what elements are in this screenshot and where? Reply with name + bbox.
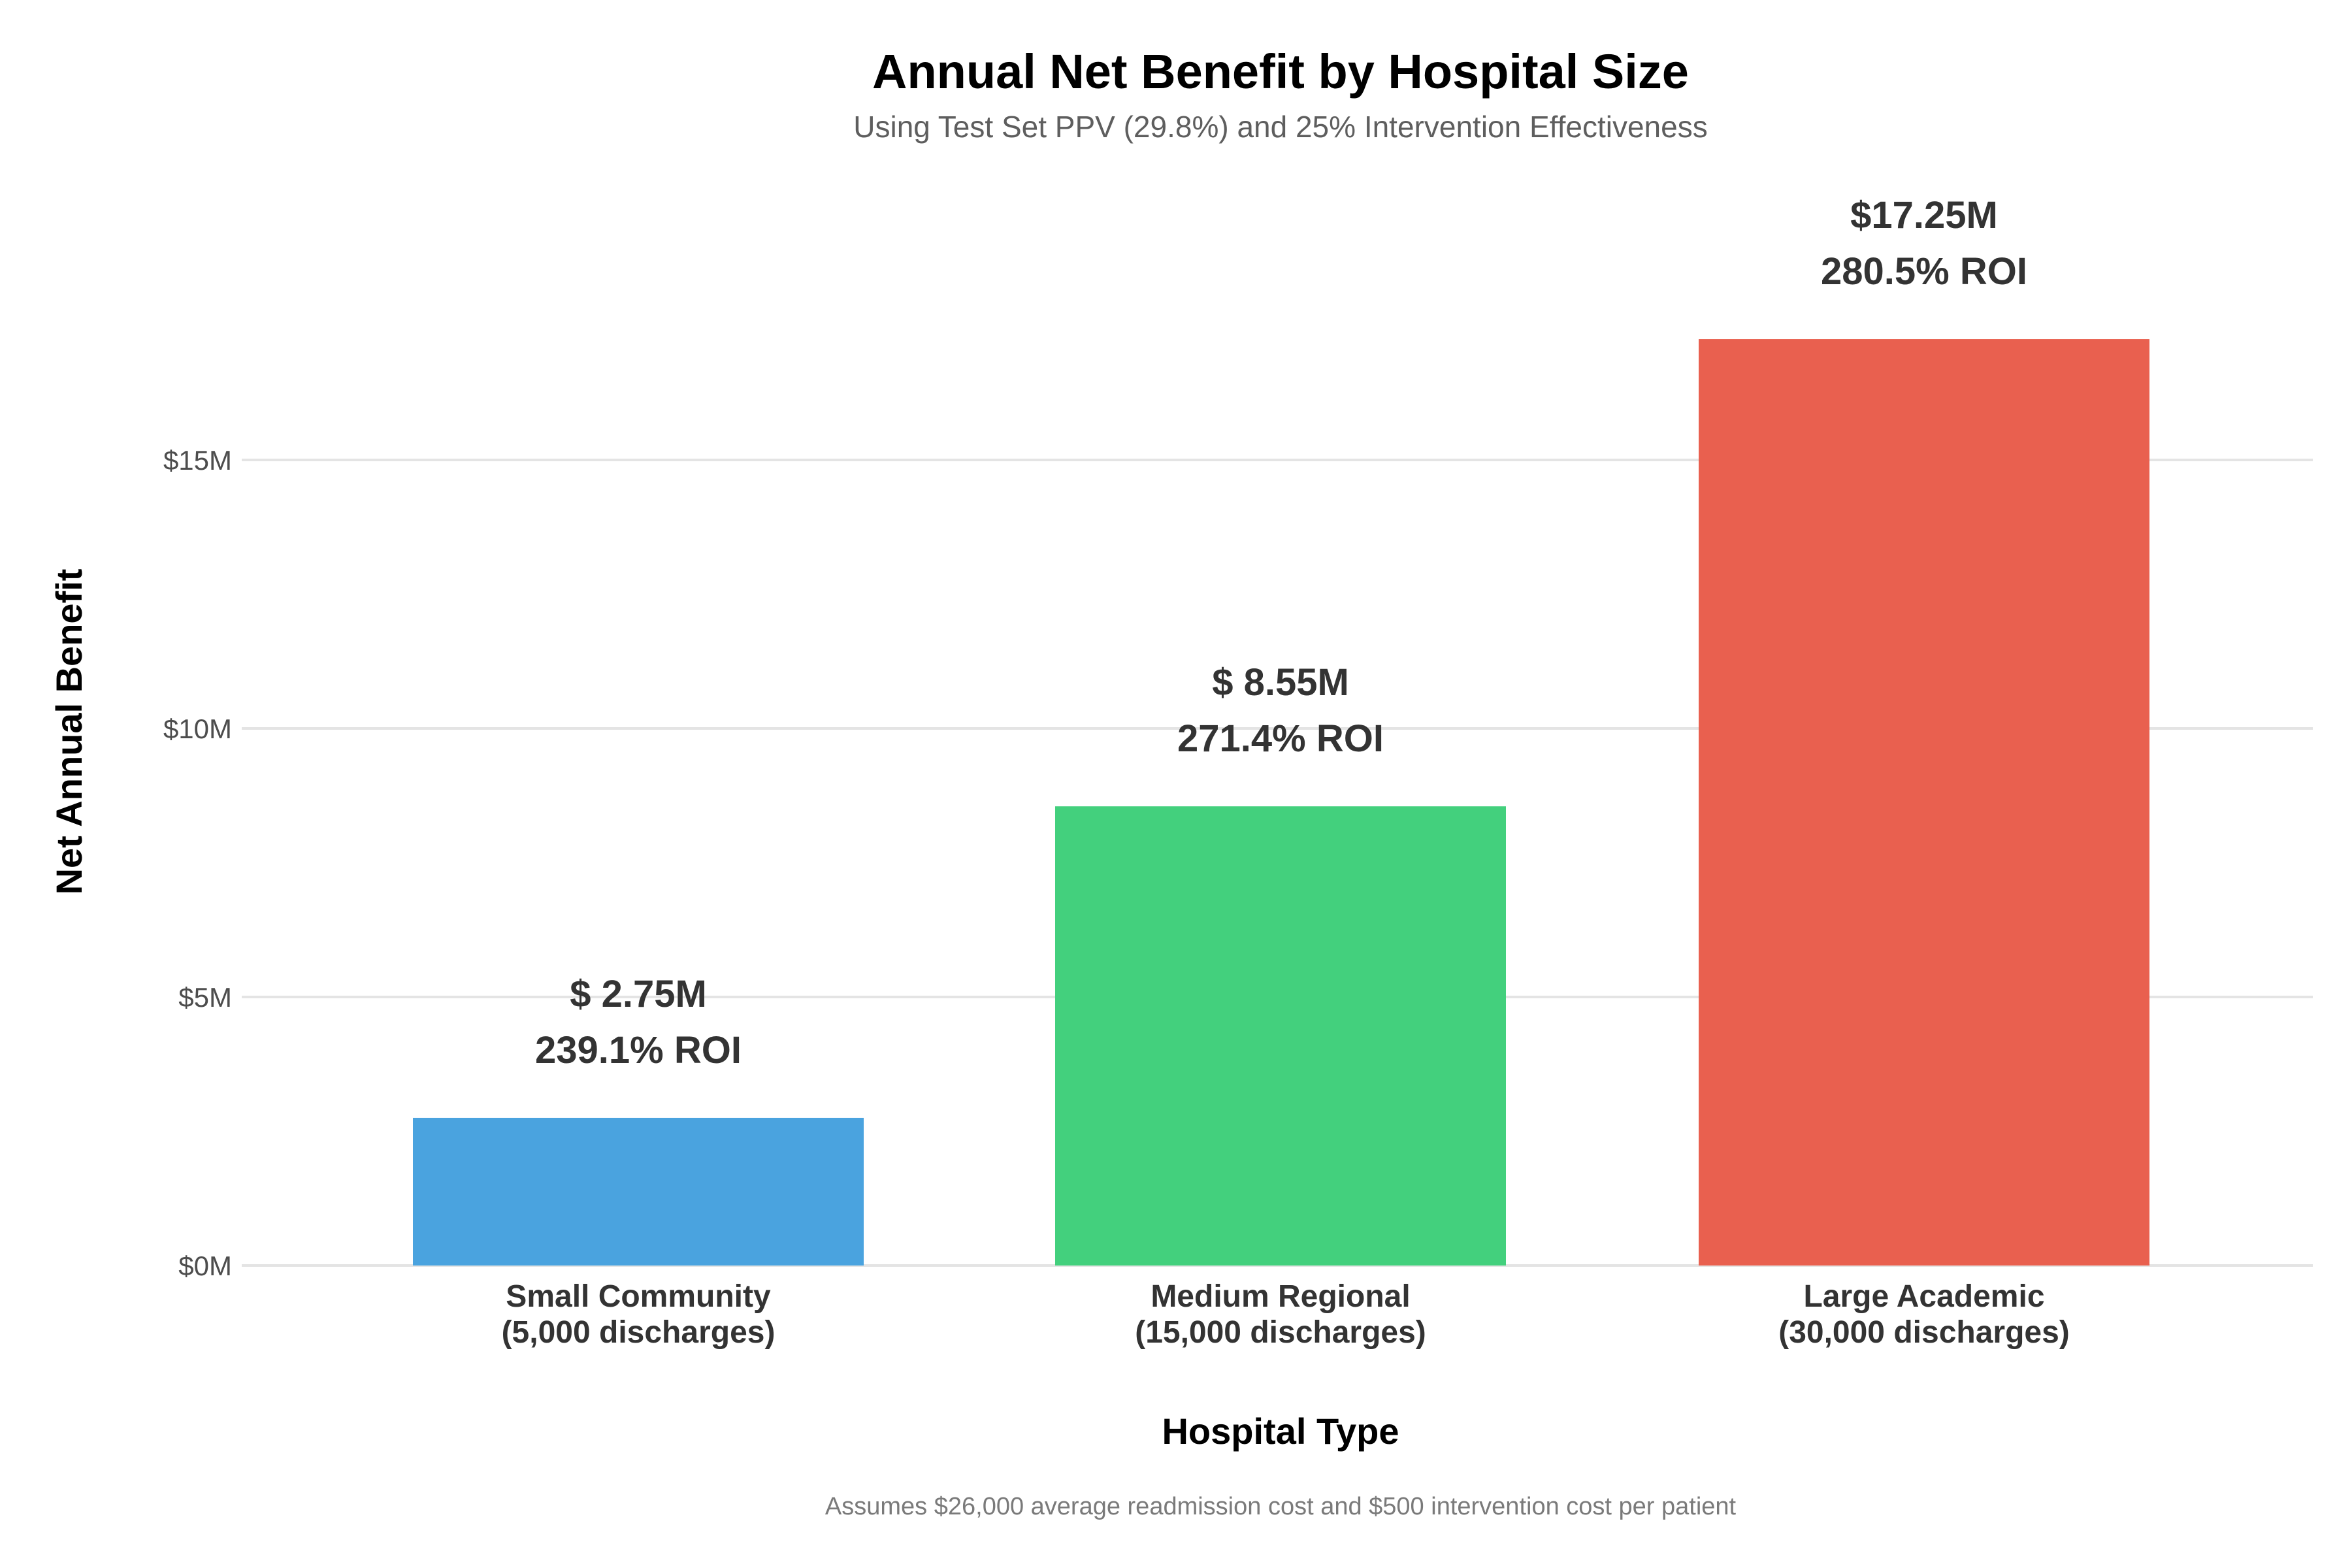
bar-roi-label: 280.5% ROI — [1821, 250, 2027, 293]
bar — [1055, 806, 1506, 1266]
bar-roi-label: 271.4% ROI — [1177, 717, 1384, 760]
bar-value-label: $ 2.75M — [570, 973, 707, 1015]
chart-caption: Assumes $26,000 average readmission cost… — [825, 1493, 1737, 1520]
y-tick-label: $15M — [163, 445, 232, 476]
chart-subtitle: Using Test Set PPV (29.8%) and 25% Inter… — [853, 110, 1707, 144]
bar — [413, 1117, 864, 1266]
y-tick-label: $0M — [178, 1250, 232, 1281]
y-tick-label: $5M — [178, 982, 232, 1013]
x-axis-ticks: Small Community(5,000 discharges) Medium … — [502, 1279, 2070, 1350]
y-axis-title: Net Annual Benefit — [48, 569, 90, 895]
x-tick-sublabel: (15,000 discharges) — [1135, 1315, 1426, 1350]
y-axis-ticks: $0M $5M $10M $15M — [163, 445, 232, 1281]
bars — [413, 339, 2149, 1266]
chart-title: Annual Net Benefit by Hospital Size — [872, 44, 1689, 99]
x-tick-sublabel: (5,000 discharges) — [502, 1315, 776, 1350]
x-tick-label: Large Academic — [1803, 1279, 2044, 1314]
bar — [1699, 339, 2149, 1266]
x-axis-title: Hospital Type — [1162, 1411, 1399, 1452]
bar-value-label: $17.25M — [1850, 194, 1998, 237]
bar-roi-label: 239.1% ROI — [535, 1029, 742, 1071]
x-tick-sublabel: (30,000 discharges) — [1778, 1315, 2070, 1350]
x-tick-label: Medium Regional — [1151, 1279, 1410, 1314]
x-tick-label: Small Community — [506, 1279, 771, 1314]
bar-labels: $ 2.75M 239.1% ROI $ 8.55M 271.4% ROI $17.25… — [535, 194, 2027, 1071]
y-tick-label: $10M — [163, 713, 232, 744]
bar-value-label: $ 8.55M — [1212, 661, 1349, 704]
